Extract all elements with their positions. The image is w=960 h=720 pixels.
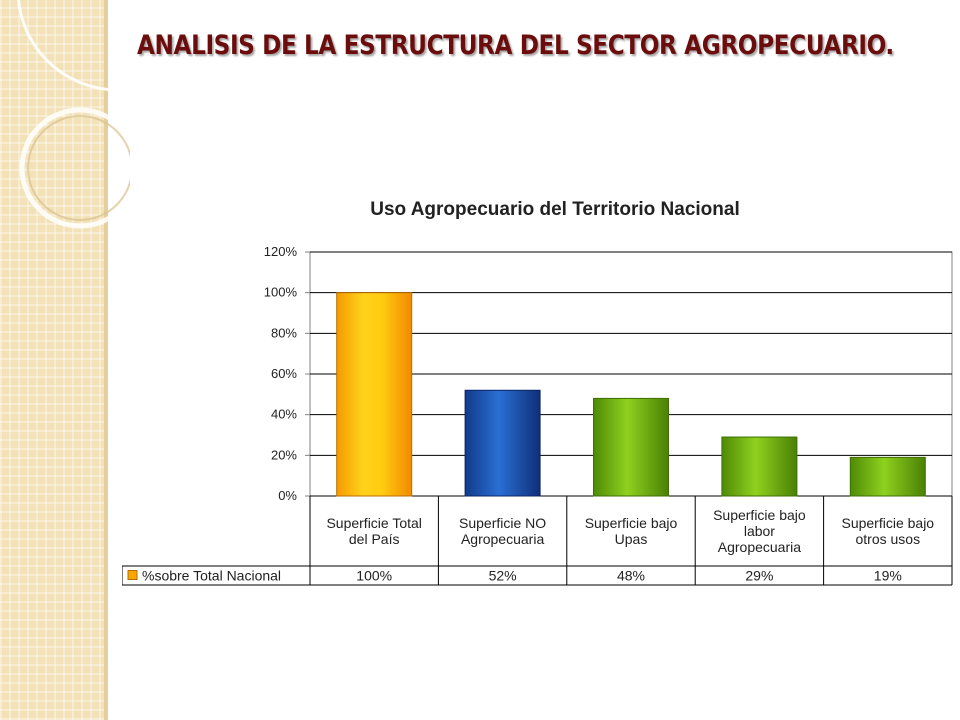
series-name: %sobre Total Nacional	[142, 568, 281, 584]
legend-swatch	[127, 570, 138, 580]
bar	[336, 292, 413, 497]
bars	[336, 292, 926, 497]
y-tick-label: 0%	[278, 488, 297, 503]
y-axis-ticks: 0% 20% 40% 60% 80% 100% 120%	[264, 244, 310, 503]
table-value: 52%	[489, 568, 517, 584]
bar	[593, 397, 669, 497]
table-value: 19%	[874, 568, 902, 584]
x-category-label: Superficie bajo labor Agropecuaria	[713, 507, 806, 555]
side-panel-edge	[104, 0, 108, 720]
x-category-label: Superficie bajo otros usos	[841, 515, 934, 547]
x-category-label: Superficie Total del País	[326, 515, 421, 547]
table-value: 48%	[617, 568, 645, 584]
x-category-label: Superficie bajo Upas	[585, 515, 678, 547]
chart-container: Uso Agropecuario del Territorio Nacional…	[122, 180, 960, 590]
table-value: 100%	[356, 568, 392, 584]
table-value: 29%	[745, 568, 773, 584]
chart-title: Uso Agropecuario del Territorio Nacional	[370, 199, 740, 220]
decorative-circles	[17, 0, 130, 229]
x-category-label: Superficie NO Agropecuaria	[459, 515, 546, 547]
y-tick-label: 120%	[264, 244, 298, 259]
bar-chart: Uso Agropecuario del Territorio Nacional…	[122, 199, 953, 586]
bar	[721, 436, 798, 497]
y-tick-label: 20%	[271, 447, 297, 462]
slide-title: ANALISIS DE LA ESTRUCTURA DEL SECTOR AGR…	[137, 30, 894, 61]
bar	[464, 389, 541, 497]
bar	[849, 456, 926, 497]
data-table: Superficie Total del País Superficie NO Agr…	[122, 496, 953, 586]
y-tick-label: 60%	[271, 366, 297, 381]
y-tick-label: 40%	[271, 407, 297, 422]
y-tick-label: 100%	[264, 285, 298, 300]
decorative-side-panel	[0, 0, 104, 720]
y-tick-label: 80%	[271, 325, 297, 340]
